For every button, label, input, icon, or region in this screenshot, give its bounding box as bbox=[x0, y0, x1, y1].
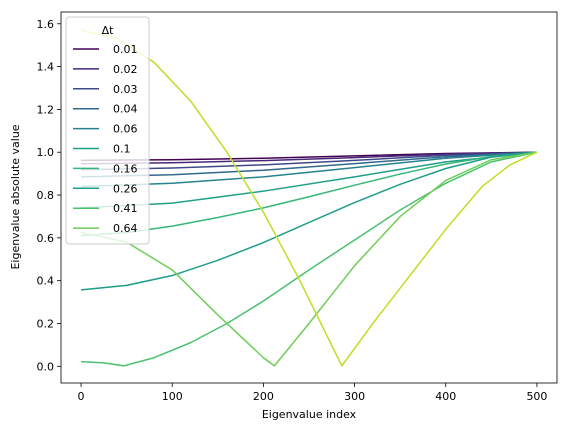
legend-label: 0.1 bbox=[113, 143, 131, 156]
y-tick-label: 1.2 bbox=[37, 103, 55, 116]
x-tick-label: 100 bbox=[162, 390, 183, 403]
y-tick-label: 0.0 bbox=[37, 360, 55, 373]
series-line-7 bbox=[80, 151, 538, 291]
series-layer bbox=[80, 29, 538, 367]
y-axis-title: Eigenvalue absolute value bbox=[9, 124, 22, 269]
legend-label: 0.06 bbox=[113, 123, 138, 136]
series-line-1 bbox=[81, 151, 537, 165]
x-tick-label: 200 bbox=[253, 390, 274, 403]
legend-label: 0.01 bbox=[113, 43, 138, 56]
y-tick-label: 0.6 bbox=[37, 232, 55, 245]
series-line-4 bbox=[81, 151, 537, 188]
plot-frame bbox=[60, 11, 558, 384]
series-line-5 bbox=[81, 151, 538, 209]
legend-label: 0.26 bbox=[113, 182, 138, 195]
legend-label: 0.41 bbox=[113, 202, 138, 215]
x-axis: 0 100 200 300 400 500 bbox=[78, 383, 547, 403]
y-tick-label: 1.4 bbox=[37, 61, 55, 74]
legend-label: 0.03 bbox=[113, 83, 138, 96]
y-axis: 0.0 0.2 0.4 0.6 0.8 1.0 1.2 1.4 1.6 bbox=[37, 18, 61, 373]
y-tick-label: 0.4 bbox=[37, 275, 55, 288]
legend-label: 0.64 bbox=[113, 222, 138, 235]
legend-label: 0.04 bbox=[113, 103, 138, 116]
x-axis-title: Eigenvalue index bbox=[262, 408, 357, 421]
legend-box bbox=[65, 16, 150, 245]
series-line-6 bbox=[81, 151, 538, 237]
y-tick-label: 1.6 bbox=[37, 18, 55, 31]
legend-label: 0.02 bbox=[113, 63, 138, 76]
x-tick-label: 500 bbox=[526, 390, 547, 403]
y-tick-label: 0.8 bbox=[37, 189, 55, 202]
legend-label: 0.16 bbox=[113, 162, 138, 175]
x-tick-label: 400 bbox=[435, 390, 456, 403]
legend: Δt 0.01 0.02 0.03 0.04 0.06 0.1 0.16 0.26 0.41 0.6… bbox=[65, 16, 150, 245]
legend-title: Δt bbox=[102, 24, 115, 37]
x-tick-label: 0 bbox=[78, 390, 85, 403]
y-tick-label: 0.2 bbox=[37, 317, 55, 330]
x-tick-label: 300 bbox=[344, 390, 365, 403]
y-tick-label: 1.0 bbox=[37, 146, 55, 159]
series-line-9 bbox=[80, 151, 538, 367]
series-line-10 bbox=[80, 29, 538, 367]
series-line-8 bbox=[81, 151, 538, 367]
series-line-3 bbox=[81, 151, 537, 178]
series-line-2 bbox=[81, 151, 537, 171]
